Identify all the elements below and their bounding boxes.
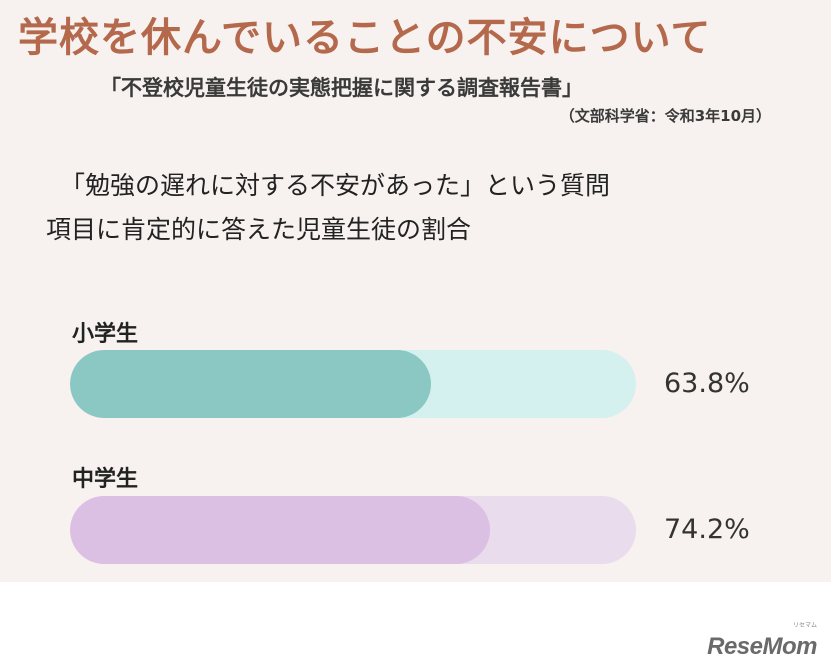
bar-category-label: 中学生 — [72, 467, 139, 492]
source-title: 「不登校児童生徒の実態把握に関する調査報告書」 — [100, 76, 583, 100]
brand-logo: ReseMom — [707, 633, 817, 660]
source-note: （文部科学省：令和3年10月） — [559, 107, 771, 125]
question-line-2: 項目に肯定的に答えた児童生徒の割合 — [46, 215, 472, 244]
question-line-1: 「勉強の遅れに対する不安があった」という質問 — [60, 171, 611, 200]
chart-panel — [0, 0, 831, 582]
bar-category-label: 小学生 — [72, 322, 139, 347]
bar-fill — [70, 350, 432, 418]
bar-value-label: 63.8% — [664, 368, 750, 399]
bar-track — [70, 350, 636, 418]
bar-track — [70, 496, 636, 564]
question-text: 「勉強の遅れに対する不安があった」という質問 項目に肯定的に答えた児童生徒の割合 — [46, 164, 800, 252]
bar-fill — [70, 496, 490, 564]
page-title: 学校を休んでいることの不安について — [18, 15, 712, 61]
brand-logo-kana: リセマム — [792, 622, 817, 629]
bar-value-label: 74.2% — [664, 514, 750, 545]
